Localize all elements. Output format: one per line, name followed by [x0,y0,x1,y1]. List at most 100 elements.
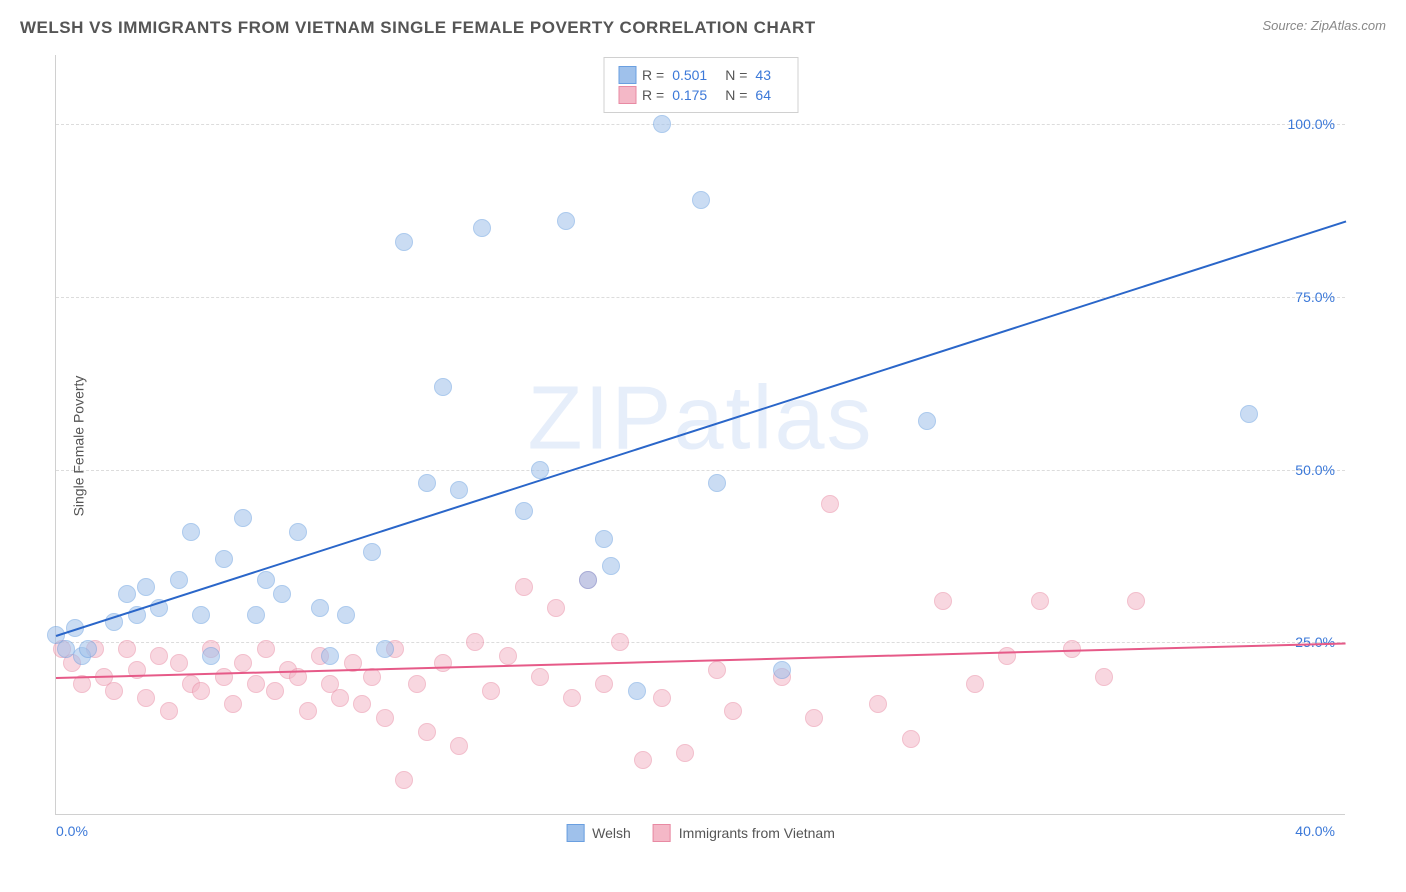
scatter-point [137,689,155,707]
scatter-point [595,530,613,548]
scatter-point [557,212,575,230]
scatter-point [595,675,613,693]
r-value-welsh: 0.501 [672,67,707,83]
swatch-vietnam-icon [653,824,671,842]
scatter-point [676,744,694,762]
scatter-point [376,709,394,727]
scatter-point [531,461,549,479]
scatter-point [408,675,426,693]
y-tick-label: 75.0% [1295,289,1335,305]
scatter-point [466,633,484,651]
scatter-point [611,633,629,651]
scatter-point [337,606,355,624]
scatter-point [821,495,839,513]
scatter-point [160,702,178,720]
scatter-point [1240,405,1258,423]
scatter-point [170,571,188,589]
scatter-point [499,647,517,665]
scatter-point [434,378,452,396]
scatter-point [257,640,275,658]
legend-label-vietnam: Immigrants from Vietnam [679,825,835,841]
scatter-point [79,640,97,658]
watermark-text: ZIPatlas [527,368,873,471]
source-value: ZipAtlas.com [1311,18,1386,33]
source-label: Source: [1262,18,1310,33]
scatter-point [215,550,233,568]
scatter-point [266,682,284,700]
scatter-point [653,689,671,707]
scatter-point [434,654,452,672]
scatter-point [192,682,210,700]
scatter-point [289,523,307,541]
legend-series-box: Welsh Immigrants from Vietnam [566,824,835,842]
r-label: R = [642,87,664,103]
scatter-point [224,695,242,713]
scatter-point [1127,592,1145,610]
scatter-point [118,585,136,603]
x-tick-min: 0.0% [56,823,88,839]
x-tick-max: 40.0% [1295,823,1335,839]
scatter-point [628,682,646,700]
scatter-point [579,571,597,589]
scatter-point [482,682,500,700]
scatter-point [805,709,823,727]
scatter-point [563,689,581,707]
scatter-point [708,474,726,492]
scatter-point [234,654,252,672]
scatter-point [247,606,265,624]
scatter-point [247,675,265,693]
gridline [56,297,1345,298]
scatter-point [395,233,413,251]
scatter-point [170,654,188,672]
trend-line [56,221,1347,637]
scatter-point [692,191,710,209]
swatch-vietnam-icon [618,86,636,104]
chart-title: WELSH VS IMMIGRANTS FROM VIETNAM SINGLE … [20,18,816,38]
scatter-point [547,599,565,617]
scatter-point [531,668,549,686]
scatter-point [998,647,1016,665]
scatter-point [934,592,952,610]
scatter-point [869,695,887,713]
r-label: R = [642,67,664,83]
n-value-welsh: 43 [755,67,771,83]
n-label: N = [725,67,747,83]
scatter-point [137,578,155,596]
scatter-point [708,661,726,679]
scatter-point [602,557,620,575]
legend-stats-box: R = 0.501 N = 43 R = 0.175 N = 64 [603,57,798,113]
y-tick-label: 100.0% [1288,116,1335,132]
legend-label-welsh: Welsh [592,825,631,841]
scatter-point [202,647,220,665]
scatter-point [918,412,936,430]
scatter-point [902,730,920,748]
scatter-point [450,481,468,499]
scatter-point [192,606,210,624]
scatter-point [724,702,742,720]
legend-item-welsh: Welsh [566,824,631,842]
scatter-point [215,668,233,686]
scatter-point [395,771,413,789]
scatter-point [515,502,533,520]
swatch-welsh-icon [566,824,584,842]
scatter-point [1031,592,1049,610]
scatter-point [773,661,791,679]
scatter-point [273,585,291,603]
scatter-point [150,647,168,665]
scatter-point [118,640,136,658]
scatter-point [353,695,371,713]
scatter-point [331,689,349,707]
scatter-point [634,751,652,769]
scatter-chart: ZIPatlas R = 0.501 N = 43 R = 0.175 N = … [55,55,1345,815]
scatter-point [182,523,200,541]
scatter-point [321,647,339,665]
source-attribution: Source: ZipAtlas.com [1262,18,1386,33]
y-tick-label: 50.0% [1295,462,1335,478]
scatter-point [966,675,984,693]
scatter-point [299,702,317,720]
scatter-point [515,578,533,596]
scatter-point [311,599,329,617]
scatter-point [234,509,252,527]
scatter-point [376,640,394,658]
scatter-point [257,571,275,589]
